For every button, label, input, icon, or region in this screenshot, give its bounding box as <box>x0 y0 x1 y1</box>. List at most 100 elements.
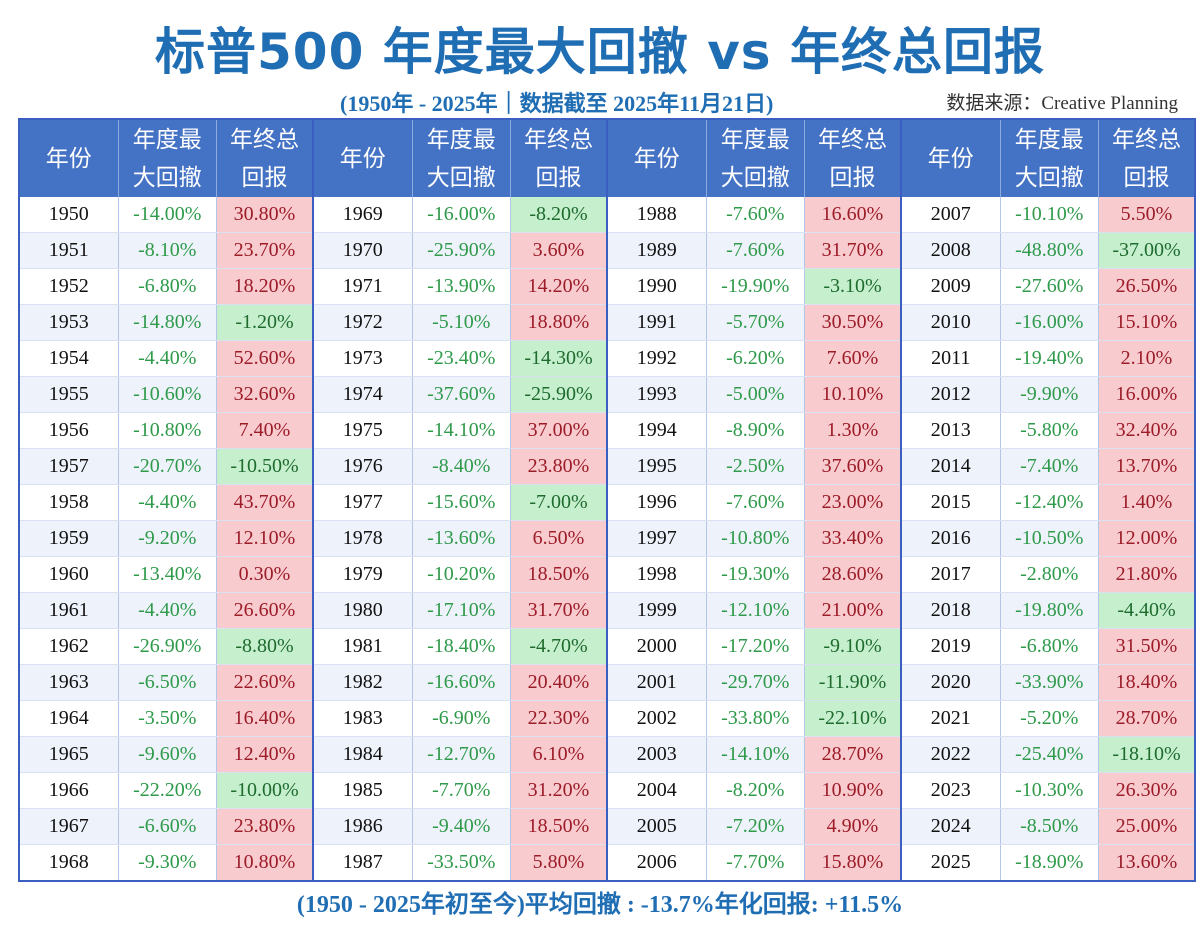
year-return-cell: 30.80% <box>216 197 313 233</box>
max-drawdown-cell: -7.70% <box>705 844 805 882</box>
max-drawdown-cell: -27.60% <box>999 268 1099 305</box>
max-drawdown-cell: -5.70% <box>705 304 805 341</box>
year-cell: 1977 <box>312 484 412 521</box>
year-return-cell: 18.80% <box>510 304 607 341</box>
max-drawdown-cell: -13.40% <box>117 556 217 593</box>
table-row: 1957 -20.70% -10.50% 1976 -8.40% 23.80% 1995 -2… <box>18 448 1195 485</box>
year-return-cell: -10.00% <box>216 772 313 809</box>
header-label: 年份 <box>633 145 680 172</box>
max-drawdown-cell: -19.40% <box>999 340 1099 377</box>
year-cell: 1983 <box>312 700 412 737</box>
year-return-cell: -4.70% <box>510 628 607 665</box>
page-title: 标普500 年度最大回撤 vs 年终总回报 <box>155 23 1045 81</box>
year-cell: 2021 <box>900 700 1000 737</box>
header-label: 回报 <box>241 164 288 191</box>
year-return-cell: 0.30% <box>216 556 313 593</box>
year-return-cell: -37.00% <box>1098 232 1195 269</box>
year-return-cell: 7.60% <box>804 340 901 377</box>
year-return-cell: 12.00% <box>1098 520 1195 557</box>
max-drawdown-cell: -17.20% <box>705 628 805 665</box>
max-drawdown-cell: -5.20% <box>999 700 1099 737</box>
year-cell: 1985 <box>312 772 412 809</box>
header-label: 年度最 <box>720 126 790 153</box>
year-return-cell: 10.10% <box>804 376 901 413</box>
year-cell: 2006 <box>606 844 706 882</box>
year-cell: 1952 <box>18 268 118 305</box>
year-cell: 1973 <box>312 340 412 377</box>
year-return-cell: 6.10% <box>510 736 607 773</box>
table-row: 1963 -6.50% 22.60% 1982 -16.60% 20.40% 2001 -29… <box>18 664 1195 701</box>
max-drawdown-cell: -7.70% <box>411 772 511 809</box>
year-return-cell: -3.10% <box>804 268 901 305</box>
year-return-cell: 21.00% <box>804 592 901 629</box>
year-cell: 1954 <box>18 340 118 377</box>
header-label: 年终总 <box>818 126 887 153</box>
year-cell: 1961 <box>18 592 118 629</box>
max-drawdown-cell: -22.20% <box>117 772 217 809</box>
year-cell: 1982 <box>312 664 412 701</box>
year-return-cell: 7.40% <box>216 412 313 449</box>
year-return-cell: 28.60% <box>804 556 901 593</box>
year-return-cell: 16.40% <box>216 700 313 737</box>
year-cell: 2025 <box>900 844 1000 882</box>
header-max-drawdown: 年度最 大回撤 <box>411 119 511 197</box>
table-row: 1960 -13.40% 0.30% 1979 -10.20% 18.50% 1998 -19… <box>18 556 1195 593</box>
year-cell: 2009 <box>900 268 1000 305</box>
max-drawdown-cell: -4.40% <box>117 592 217 629</box>
header-year: 年份 <box>312 119 412 197</box>
year-return-cell: 1.30% <box>804 412 901 449</box>
year-cell: 1963 <box>18 664 118 701</box>
year-return-cell: 2.10% <box>1098 340 1195 377</box>
year-return-cell: 16.60% <box>804 197 901 233</box>
max-drawdown-cell: -6.20% <box>705 340 805 377</box>
year-cell: 2004 <box>606 772 706 809</box>
max-drawdown-cell: -33.90% <box>999 664 1099 701</box>
header-label: 年终总 <box>1112 126 1181 153</box>
header-label: 年终总 <box>524 126 593 153</box>
max-drawdown-cell: -14.00% <box>117 197 217 233</box>
year-return-cell: 23.80% <box>510 448 607 485</box>
header-max-drawdown: 年度最 大回撤 <box>705 119 805 197</box>
year-cell: 1957 <box>18 448 118 485</box>
max-drawdown-cell: -8.90% <box>705 412 805 449</box>
year-cell: 2018 <box>900 592 1000 629</box>
table-row: 1968 -9.30% 10.80% 1987 -33.50% 5.80% 2006 -7.7… <box>18 844 1195 882</box>
year-cell: 2007 <box>900 197 1000 233</box>
max-drawdown-cell: -6.80% <box>999 628 1099 665</box>
max-drawdown-cell: -33.80% <box>705 700 805 737</box>
table-row: 1951 -8.10% 23.70% 1970 -25.90% 3.60% 1989 -7.6… <box>18 232 1195 269</box>
year-cell: 1958 <box>18 484 118 521</box>
max-drawdown-cell: -19.30% <box>705 556 805 593</box>
year-cell: 2012 <box>900 376 1000 413</box>
header-label: 大回撤 <box>132 164 202 191</box>
table-row: 1950 -14.00% 30.80% 1969 -16.00% -8.20% 1988 -7… <box>18 197 1195 233</box>
year-cell: 1986 <box>312 808 412 845</box>
year-cell: 1979 <box>312 556 412 593</box>
header-label: 大回撤 <box>720 164 790 191</box>
year-return-cell: -10.50% <box>216 448 313 485</box>
max-drawdown-cell: -19.80% <box>999 592 1099 629</box>
max-drawdown-cell: -5.10% <box>411 304 511 341</box>
table-header-row: 年份 年度最 大回撤 年终总 回报 年份 年度最 大回撤 年终总 回报 年份 年度最 大回撤 年终总 回报年… <box>18 119 1195 197</box>
year-return-cell: 1.40% <box>1098 484 1195 521</box>
table-row: 1965 -9.60% 12.40% 1984 -12.70% 6.10% 2003 -14.… <box>18 736 1195 773</box>
max-drawdown-cell: -13.90% <box>411 268 511 305</box>
year-return-cell: 28.70% <box>1098 700 1195 737</box>
year-return-cell: 21.80% <box>1098 556 1195 593</box>
year-return-cell: -9.10% <box>804 628 901 665</box>
max-drawdown-cell: -14.10% <box>411 412 511 449</box>
max-drawdown-cell: -18.40% <box>411 628 511 665</box>
header-year-return: 年终总 回报 <box>1098 119 1195 197</box>
header-year-return: 年终总 回报 <box>510 119 607 197</box>
max-drawdown-cell: -23.40% <box>411 340 511 377</box>
header-label: 年度最 <box>426 126 496 153</box>
header-label: 回报 <box>1123 164 1170 191</box>
table-row: 1956 -10.80% 7.40% 1975 -14.10% 37.00% 1994 -8.… <box>18 412 1195 449</box>
year-return-cell: 32.40% <box>1098 412 1195 449</box>
year-return-cell: 37.60% <box>804 448 901 485</box>
year-cell: 1992 <box>606 340 706 377</box>
year-return-cell: 30.50% <box>804 304 901 341</box>
year-cell: 1953 <box>18 304 118 341</box>
header-label: 回报 <box>829 164 876 191</box>
year-cell: 1965 <box>18 736 118 773</box>
